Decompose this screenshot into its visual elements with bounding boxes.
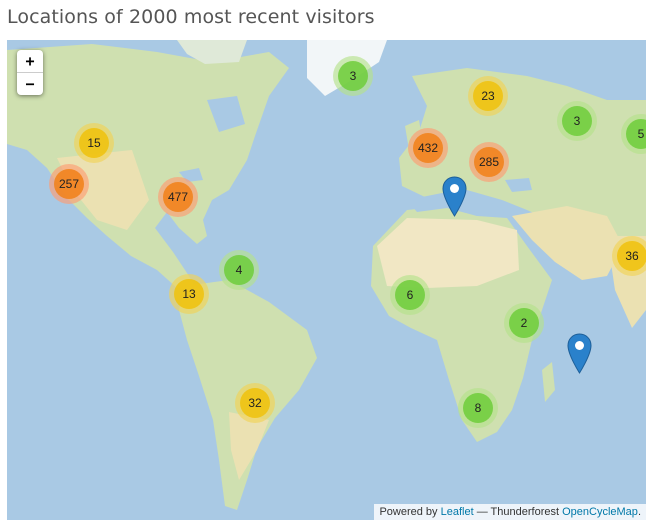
cluster-east-africa[interactable]: 2 bbox=[504, 303, 544, 343]
cluster-count: 36 bbox=[617, 241, 646, 271]
cluster-count: 432 bbox=[413, 133, 443, 163]
cluster-count: 4 bbox=[224, 255, 254, 285]
opencyclemap-link[interactable]: OpenCycleMap bbox=[562, 506, 638, 518]
black-sea bbox=[505, 178, 532, 192]
map-pin-icon bbox=[442, 176, 467, 217]
zoom-in-button[interactable]: + bbox=[17, 50, 43, 73]
attribution-separator: — Thunderforest bbox=[476, 506, 560, 518]
cluster-count: 3 bbox=[338, 61, 368, 91]
madagascar bbox=[542, 362, 555, 402]
cluster-west-africa[interactable]: 6 bbox=[390, 275, 430, 315]
cluster-count: 2 bbox=[509, 308, 539, 338]
cluster-count: 257 bbox=[54, 169, 84, 199]
middle-east-land bbox=[512, 206, 623, 280]
cluster-count: 13 bbox=[174, 279, 204, 309]
cluster-greenland[interactable]: 3 bbox=[333, 56, 373, 96]
cluster-south-africa[interactable]: 8 bbox=[458, 388, 498, 428]
cluster-count: 3 bbox=[562, 106, 592, 136]
cluster-brazil[interactable]: 32 bbox=[235, 383, 275, 423]
attribution-suffix: . bbox=[637, 506, 641, 518]
basemap[interactable] bbox=[7, 40, 646, 520]
cluster-us-east[interactable]: 477 bbox=[158, 177, 198, 217]
zoom-control: + − bbox=[17, 50, 43, 95]
zoom-out-button[interactable]: − bbox=[25, 75, 35, 93]
cluster-west-europe[interactable]: 432 bbox=[408, 128, 448, 168]
cluster-caribbean[interactable]: 4 bbox=[219, 250, 259, 290]
cluster-canada-west[interactable]: 15 bbox=[74, 123, 114, 163]
leaflet-link[interactable]: Leaflet bbox=[440, 506, 474, 518]
cluster-count: 477 bbox=[163, 182, 193, 212]
arctic-islands bbox=[177, 40, 247, 64]
cluster-east-asia[interactable]: 5 bbox=[621, 114, 646, 154]
cluster-count: 32 bbox=[240, 388, 270, 418]
cluster-count: 8 bbox=[463, 393, 493, 423]
map-attribution: Powered by Leaflet — Thunderforest OpenC… bbox=[374, 504, 646, 520]
cluster-count: 6 bbox=[395, 280, 425, 310]
map-view[interactable]: + − 3 23 3 5 432 285 15 257 477 4 13 6 2… bbox=[7, 40, 646, 520]
hudson-bay bbox=[207, 96, 245, 132]
cluster-east-europe[interactable]: 285 bbox=[469, 142, 509, 182]
cluster-count: 285 bbox=[474, 147, 504, 177]
cluster-scandinavia[interactable]: 23 bbox=[468, 76, 508, 116]
cluster-count: 23 bbox=[473, 81, 503, 111]
south-america-south-dry bbox=[229, 412, 269, 480]
cluster-count: 15 bbox=[79, 128, 109, 158]
cluster-russia[interactable]: 3 bbox=[557, 101, 597, 141]
cluster-us-west[interactable]: 257 bbox=[49, 164, 89, 204]
cluster-colombia[interactable]: 13 bbox=[169, 274, 209, 314]
page-title: Locations of 2000 most recent visitors bbox=[7, 6, 375, 28]
marker-tunisia[interactable] bbox=[442, 176, 467, 217]
sahara-desert bbox=[377, 218, 519, 288]
map-pin-icon bbox=[567, 333, 592, 374]
marker-mauritius[interactable] bbox=[567, 333, 592, 374]
attribution-prefix: Powered by bbox=[379, 506, 438, 518]
cluster-india[interactable]: 36 bbox=[612, 236, 646, 276]
cluster-count: 5 bbox=[626, 119, 646, 149]
